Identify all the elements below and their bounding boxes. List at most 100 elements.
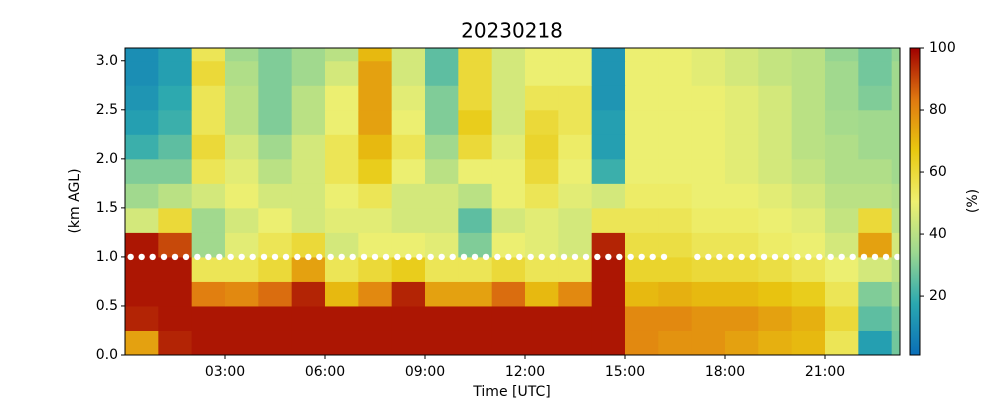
heatmap-cell [191,48,226,62]
heatmap-cell [458,207,493,233]
x-axis-label: Time [UTC] [472,384,550,400]
marker-point [794,253,801,261]
heatmap-cell [525,60,559,86]
marker-point [782,253,790,261]
heatmap-cell [358,85,393,111]
heatmap-cell [791,232,826,258]
marker-point [716,253,723,261]
heatmap-cell [591,281,626,307]
heatmap-cell [658,305,693,331]
marker-point [460,253,468,261]
heatmap-cell [225,183,259,209]
marker-point [282,253,290,261]
heatmap-cell [625,256,659,282]
heatmap-cell [525,158,559,184]
heatmap-cell [125,158,159,184]
heatmap-cell [225,330,259,356]
heatmap-cell [258,158,293,184]
heatmap-cell [725,158,759,184]
heatmap-cell [258,281,293,307]
heatmap-cell [858,85,893,111]
heatmap-cell [625,158,659,184]
heatmap-cell [691,60,726,86]
heatmap-cell [291,158,326,184]
heatmap-cell [191,183,226,209]
colorbar-tick-label: 100 [929,40,956,56]
marker-point [505,253,512,261]
marker-point [749,253,756,261]
heatmap-cell [358,109,393,135]
heatmap-cell [325,256,359,282]
heatmap-cell [558,134,593,160]
y-tick-label: 1.5 [96,200,118,216]
heatmap-cell [891,281,901,307]
heatmap-cell [225,158,259,184]
heatmap-cell [158,48,193,62]
heatmap-cell [725,256,759,282]
heatmap-cell [325,330,359,356]
heatmap-cell [425,281,459,307]
heatmap-cell [691,256,726,282]
heatmap-cell [291,109,326,135]
heatmap-cell [258,60,293,86]
marker-point [171,253,179,261]
heatmap-cell [691,207,726,233]
marker-point [649,253,656,261]
heatmap-cell [725,281,759,307]
marker-point [816,253,823,261]
heatmap-cell [791,330,826,356]
heatmap-cell [258,48,293,62]
heatmap-cell [225,207,259,233]
marker-point [149,253,156,261]
heatmap-cell [391,330,426,356]
heatmap-cell [291,305,326,331]
y-tick-label: 0.5 [96,298,118,314]
marker-point [705,253,712,261]
heatmap-cell [158,305,193,331]
heatmap-cell [791,158,826,184]
heatmap-cell [791,207,826,233]
heatmap-cell [691,85,726,111]
marker-point [860,253,868,261]
heatmap-cell [358,134,393,160]
marker-point [838,253,845,261]
heatmap-cell [858,183,893,209]
heatmap-cell [158,330,193,356]
heatmap-cell [358,281,393,307]
heatmap-cell [458,85,493,111]
marker-point [327,253,334,261]
heatmap-cell [491,207,526,233]
marker-point [338,253,345,261]
heatmap-cell [458,48,493,62]
heatmap-cell [125,330,159,356]
heatmap-cell [891,158,901,184]
heatmap-cell [891,232,901,258]
heatmap-cell [825,207,859,233]
heatmap-cell [825,330,859,356]
marker-point [871,253,879,261]
heatmap-cell [658,330,693,356]
heatmap-cell [358,207,393,233]
heatmap-cell [125,60,159,86]
colorbar-tick-label: 40 [929,226,947,242]
heatmap-cell [525,305,559,331]
heatmap-cell [758,60,793,86]
heatmap-cell [191,109,226,135]
heatmap-cell [858,305,893,331]
marker-point [305,253,312,261]
colorbar-label: (%) [965,189,981,213]
heatmap-cell [191,305,226,331]
heatmap-cell [258,85,293,111]
heatmap-cell [691,158,726,184]
heatmap-cell [825,134,859,160]
heatmap-cell [691,134,726,160]
heatmap-cell [891,183,901,209]
heatmap-cell [658,207,693,233]
marker-point [194,253,201,261]
heatmap-cell [225,60,259,86]
marker-point [394,253,401,261]
heatmap-cell [225,109,259,135]
marker-point [571,253,579,261]
heatmap-cell [625,305,659,331]
heatmap-cell [158,232,193,258]
